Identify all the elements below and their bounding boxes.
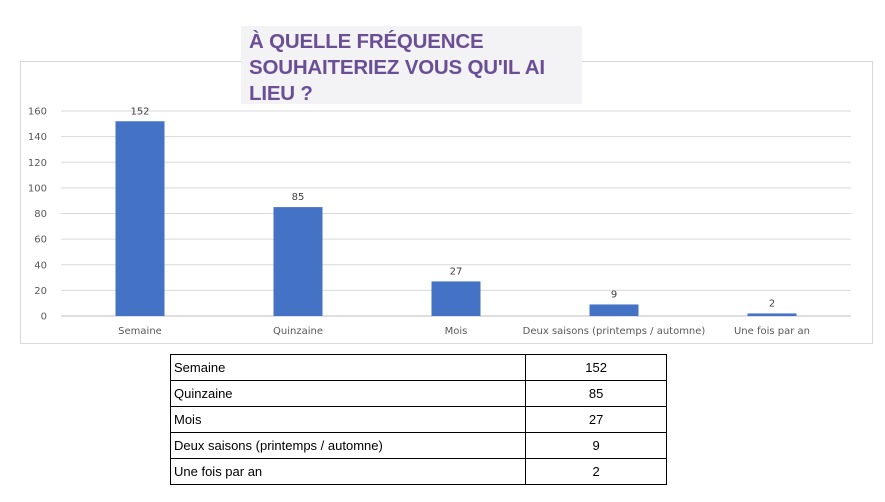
table-row: Semaine 152 xyxy=(169,354,667,381)
table-cell-label: Deux saisons (printemps / automne) xyxy=(169,432,527,459)
chart-title-box: À QUELLE FRÉQUENCE SOUHAITERIEZ VOUS QU'… xyxy=(241,26,582,105)
table-row: Une fois par an 2 xyxy=(169,458,667,485)
table-row: Mois 27 xyxy=(169,406,667,433)
x-tick-label: Une fois par an xyxy=(734,326,810,337)
table-cell-label: Semaine xyxy=(169,354,527,381)
table-cell-value: 27 xyxy=(525,406,667,433)
table-cell-value: 2 xyxy=(525,458,667,485)
bar-chart: 0 20 40 60 80 100 120 140 160 152 Semaine 85 Quinzai… xyxy=(28,106,851,337)
data-label: 9 xyxy=(611,289,617,300)
x-tick-label: Mois xyxy=(445,326,468,337)
y-tick-label: 80 xyxy=(34,209,47,220)
y-tick-label: 100 xyxy=(28,183,47,194)
table-cell-value: 9 xyxy=(525,432,667,459)
x-tick-label: Quinzaine xyxy=(273,326,323,337)
x-tick-label: Semaine xyxy=(118,326,162,337)
y-tick-label: 40 xyxy=(34,260,47,271)
y-tick-label: 60 xyxy=(34,235,47,246)
bar xyxy=(589,304,639,316)
chart-panel: 0 20 40 60 80 100 120 140 160 152 Semaine 85 Quinzai… xyxy=(20,61,873,344)
y-tick-label: 120 xyxy=(28,158,47,169)
bar xyxy=(273,207,323,316)
y-tick-label: 20 xyxy=(34,286,47,297)
bar xyxy=(115,121,165,316)
x-tick-label: Deux saisons (printemps / automne) xyxy=(523,326,706,337)
bar xyxy=(747,313,797,316)
table-cell-label: Mois xyxy=(169,406,527,433)
table-row: Quinzaine 85 xyxy=(169,380,667,407)
y-tick-label: 140 xyxy=(28,132,47,143)
chart-title: À QUELLE FRÉQUENCE SOUHAITERIEZ VOUS QU'… xyxy=(249,30,545,105)
data-label: 27 xyxy=(450,266,463,277)
bar xyxy=(431,281,481,316)
table-cell-value: 85 xyxy=(525,380,667,407)
table-cell-label: Une fois par an xyxy=(169,458,527,485)
table-row: Deux saisons (printemps / automne) 9 xyxy=(169,432,667,459)
data-label: 152 xyxy=(130,106,149,117)
table-cell-value: 152 xyxy=(525,354,667,381)
data-label: 2 xyxy=(769,298,775,309)
data-label: 85 xyxy=(292,192,305,203)
y-tick-label: 160 xyxy=(28,107,47,118)
table-cell-label: Quinzaine xyxy=(169,380,527,407)
data-table: Semaine 152 Quinzaine 85 Mois 27 Deux sa… xyxy=(169,354,667,485)
y-tick-label: 0 xyxy=(41,312,47,323)
